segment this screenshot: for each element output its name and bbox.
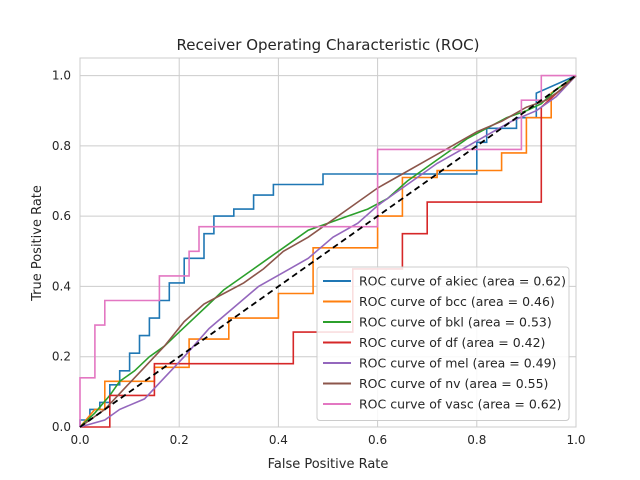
plot-frame bbox=[79, 57, 577, 428]
legend-label-1: ROC curve of bcc (area = 0.46) bbox=[359, 294, 555, 309]
y-axis-label: True Positive Rate bbox=[30, 185, 45, 302]
x-tick-label: 0.6 bbox=[368, 433, 387, 447]
x-tick-label: 0.2 bbox=[170, 433, 189, 447]
y-tick-label: 0.2 bbox=[52, 350, 71, 364]
legend-label-4: ROC curve of mel (area = 0.49) bbox=[359, 356, 556, 371]
x-axis-label: False Positive Rate bbox=[268, 457, 389, 472]
x-tick-label: 0.4 bbox=[269, 433, 288, 447]
legend-label-3: ROC curve of df (area = 0.42) bbox=[359, 335, 545, 350]
legend-label-2: ROC curve of bkl (area = 0.53) bbox=[359, 315, 552, 330]
chart-title: Receiver Operating Characteristic (ROC) bbox=[177, 36, 480, 54]
y-tick-label: 0.4 bbox=[52, 279, 71, 293]
x-tick-label: 0.0 bbox=[70, 433, 89, 447]
legend-label-6: ROC curve of vasc (area = 0.62) bbox=[359, 397, 562, 412]
series-line-5 bbox=[79, 75, 577, 428]
y-tick-label: 1.0 bbox=[52, 69, 71, 83]
y-tick-label: 0.8 bbox=[52, 139, 71, 153]
tick-labels: 0.0 0.2 0.4 0.6 0.8 1.0 0.0 0.2 0.4 0.6 0.8 1.0 bbox=[52, 69, 586, 447]
reference-diagonal bbox=[79, 74, 577, 428]
x-tick-label: 1.0 bbox=[566, 433, 585, 447]
series-line-6 bbox=[79, 74, 576, 427]
y-tick-label: 0.0 bbox=[52, 420, 71, 434]
series-line-0 bbox=[79, 74, 577, 427]
legend-label-0: ROC curve of akiec (area = 0.62) bbox=[359, 274, 566, 289]
grid bbox=[79, 58, 577, 428]
x-tick-label: 0.8 bbox=[467, 433, 486, 447]
series-line-4 bbox=[79, 75, 577, 428]
reference-line bbox=[79, 74, 577, 428]
y-tick-label: 0.6 bbox=[52, 209, 71, 223]
legend-label-5: ROC curve of nv (area = 0.55) bbox=[359, 376, 548, 391]
legend: ROC curve of akiec (area = 0.62) ROC curv… bbox=[316, 266, 570, 421]
legend-box bbox=[316, 266, 570, 421]
